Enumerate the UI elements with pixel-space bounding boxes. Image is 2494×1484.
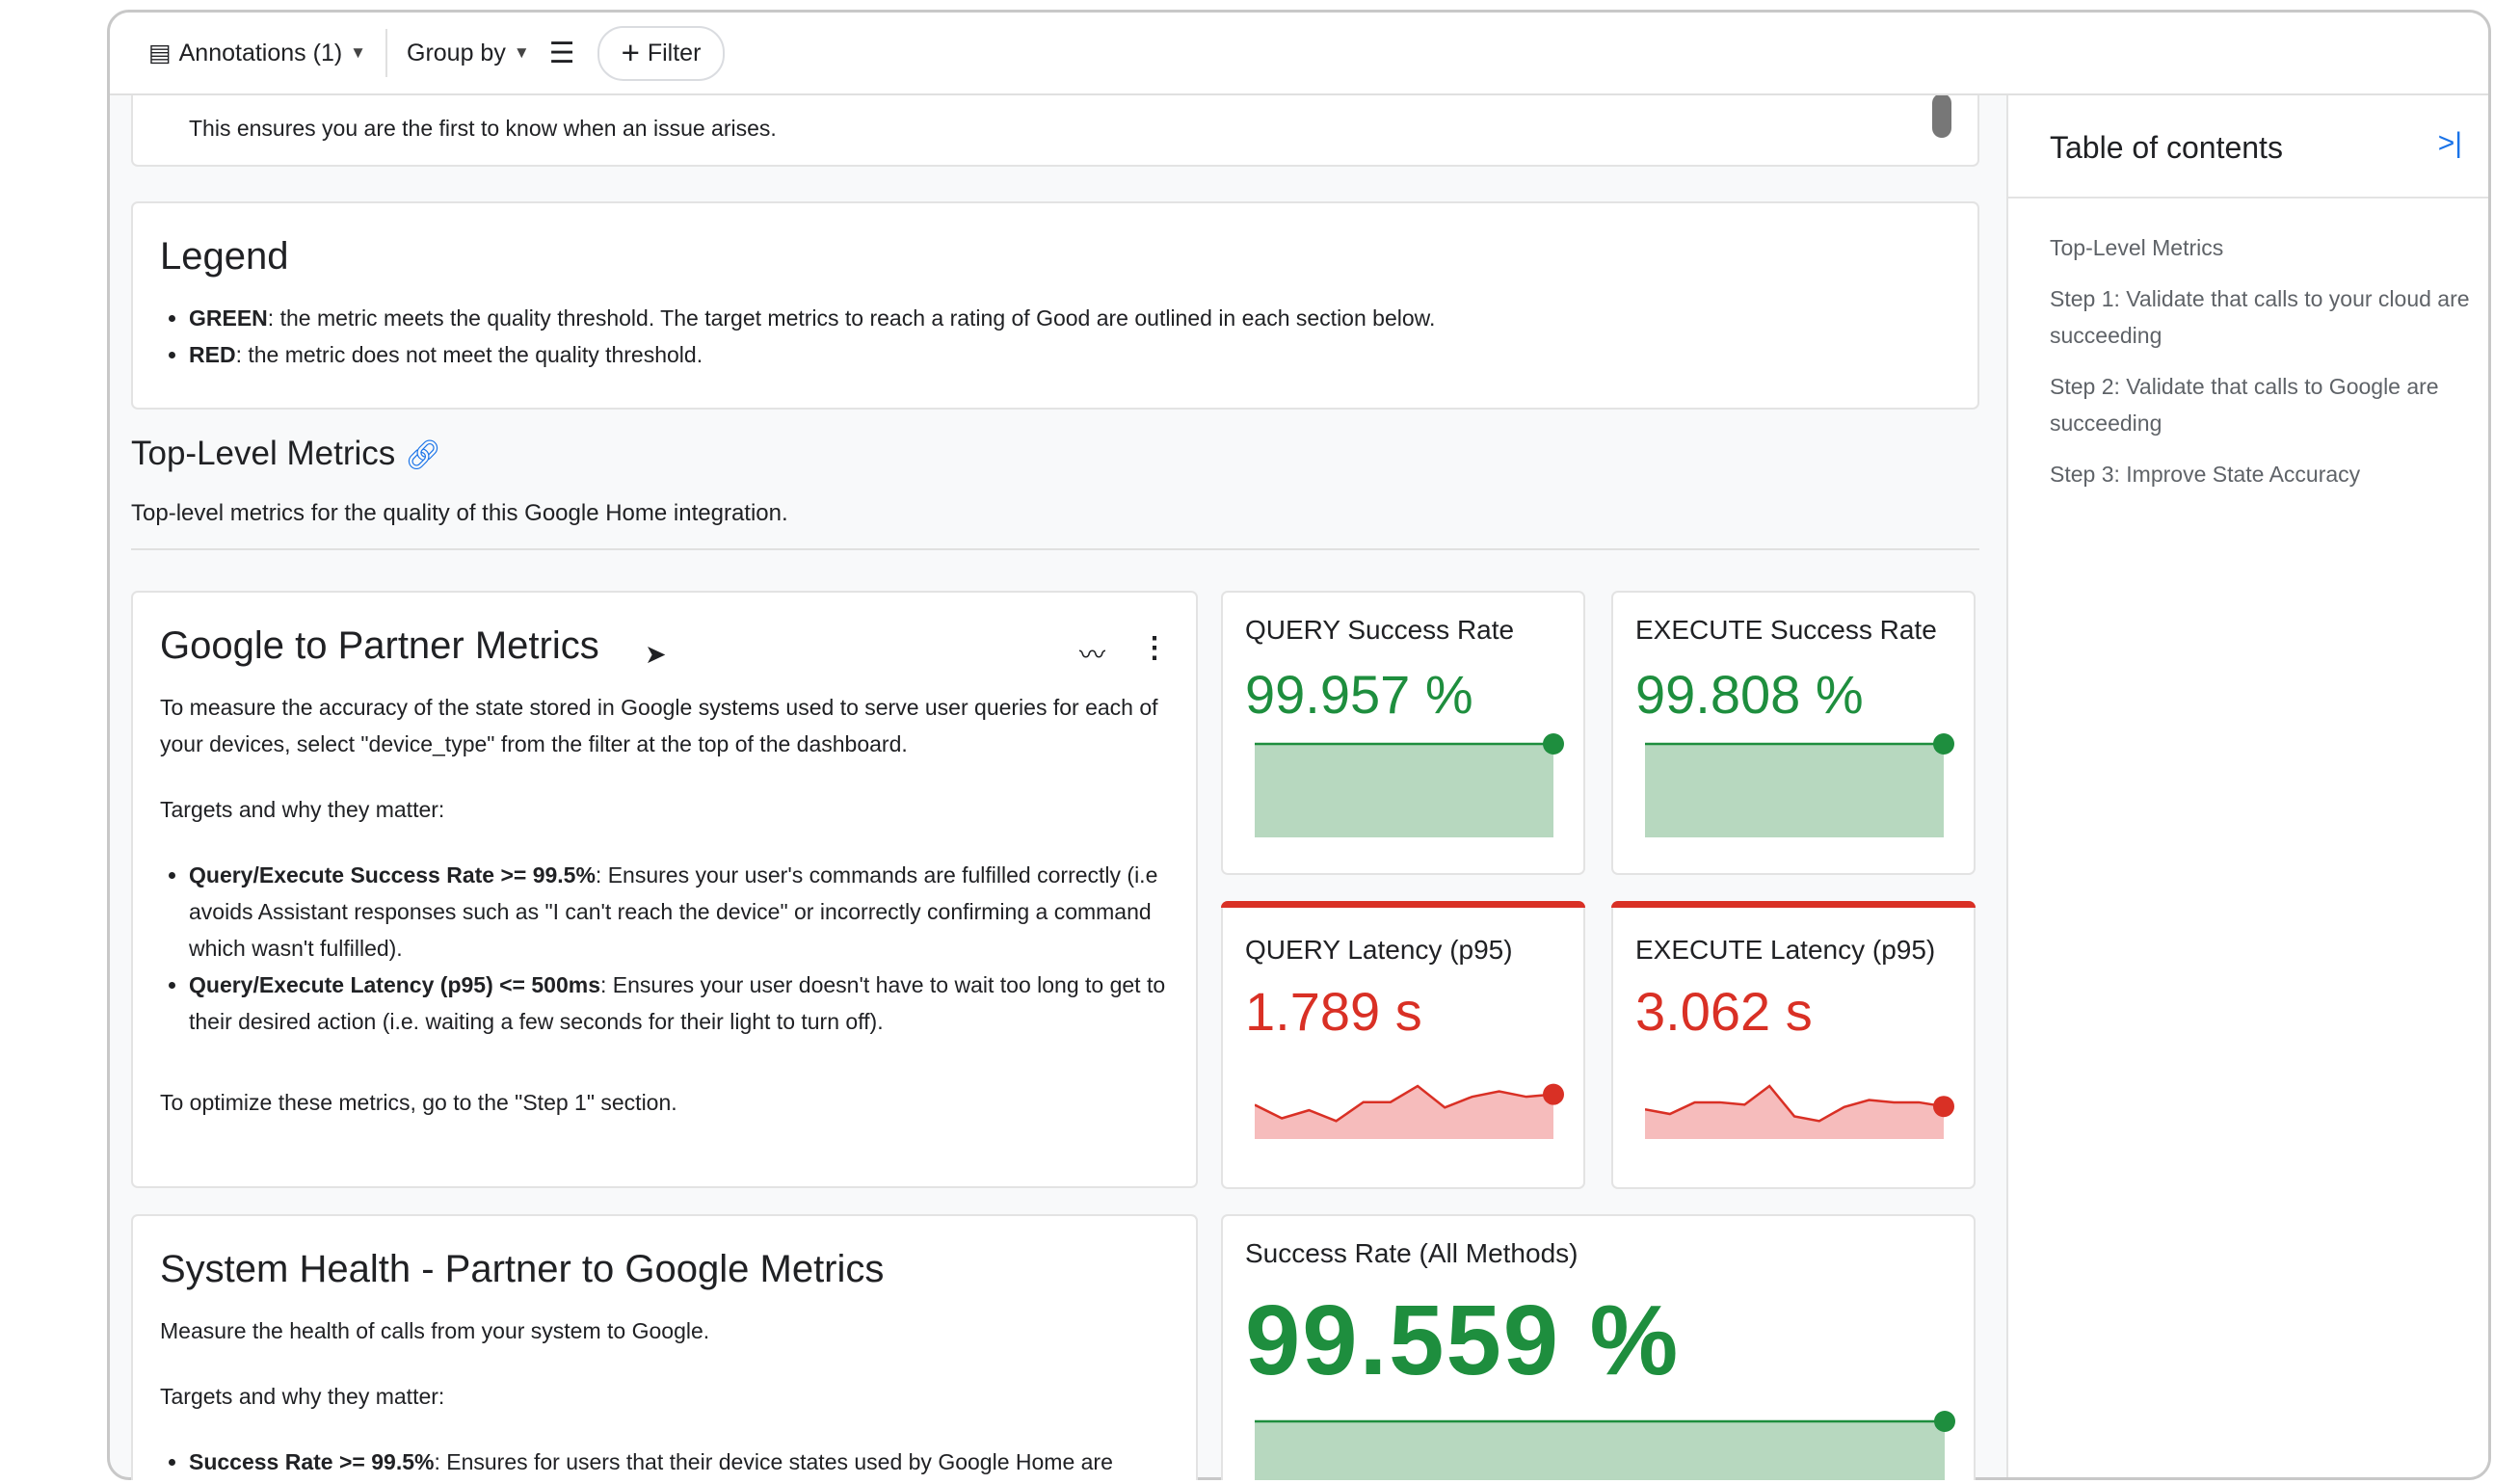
sparkline <box>1255 1083 1564 1139</box>
target-item: Query/Execute Success Rate >= 99.5%: Ens… <box>189 857 1175 967</box>
metric-title: EXECUTE Latency (p95) <box>1635 935 1936 965</box>
target-item: Query/Execute Latency (p95) <= 500ms: En… <box>189 967 1175 1040</box>
sparkline-line <box>1255 1084 1554 1123</box>
sparkline <box>1255 1411 1955 1480</box>
annotations-label: Annotations (1) <box>178 39 343 66</box>
toc-item[interactable]: Step 2: Validate that calls to Google ar… <box>2050 374 2439 436</box>
mouse-cursor-icon: ➤ <box>645 640 667 669</box>
metric-title: Success Rate (All Methods) <box>1245 1238 1579 1268</box>
section-description: Top-level metrics for the quality of thi… <box>131 500 788 526</box>
metric-card-query-success[interactable]: QUERY Success Rate 99.957 % <box>1221 591 1585 875</box>
filter-button[interactable]: + Filter <box>597 25 726 81</box>
divider <box>385 29 387 77</box>
g2p-footer: To optimize these metrics, go to the "St… <box>160 1090 677 1115</box>
sparkline-area <box>1255 744 1553 837</box>
collapse-panel-icon[interactable]: >| <box>2437 127 2462 159</box>
divider <box>2008 197 2488 199</box>
sparkline-latest-point <box>1543 733 1564 755</box>
targets-heading: Targets and why they matter: <box>160 1384 445 1409</box>
group-by-dropdown[interactable]: Group by ▼ <box>397 28 540 79</box>
toc-item[interactable]: Step 3: Improve State Accuracy <box>2050 462 2361 487</box>
divider <box>131 548 1979 550</box>
intro-text: This ensures you are the first to know w… <box>189 116 777 141</box>
metric-card-execute-latency[interactable]: EXECUTE Latency (p95) 3.062 s <box>1611 901 1976 1189</box>
more-options-icon[interactable]: ⋮ <box>1140 632 1169 664</box>
sparkline-area <box>1645 1086 1944 1139</box>
legend-item-red: RED: the metric does not meet the qualit… <box>189 336 1435 373</box>
metric-card-success-all[interactable]: Success Rate (All Methods) 99.559 % <box>1221 1214 1976 1480</box>
sparkline <box>1645 1084 1954 1139</box>
sparkline-area <box>1255 1086 1553 1139</box>
link-icon[interactable]: 🔗︎ <box>405 439 442 471</box>
toc-item[interactable]: Top-Level Metrics <box>2050 235 2224 260</box>
target-item: Success Rate >= 99.5%: Ensures for users… <box>189 1444 1175 1480</box>
metric-value: 1.789 s <box>1245 981 1422 1042</box>
toolbar: ▤ Annotations (1) ▼ Group by ▼ ☰ + Filte… <box>110 13 2488 95</box>
sparkline-latest-point <box>1933 733 1954 755</box>
metric-card-execute-success[interactable]: EXECUTE Success Rate 99.808 % <box>1611 591 1976 875</box>
p2g-card: System Health - Partner to Google Metric… <box>131 1214 1198 1480</box>
sparkline-latest-point <box>1934 1411 1955 1432</box>
dashboard-window: ▤ Annotations (1) ▼ Group by ▼ ☰ + Filte… <box>107 10 2491 1480</box>
sparkline-latest-point <box>1543 1083 1564 1105</box>
legend-title: Legend <box>160 235 289 278</box>
sparkline-line <box>1645 1084 1945 1123</box>
legend-card: Legend GREEN: the metric meets the quali… <box>131 201 1979 410</box>
sort-button[interactable]: ☰ <box>540 28 585 79</box>
sparkline-area <box>1255 1421 1945 1480</box>
metric-value: 99.559 % <box>1245 1285 1681 1395</box>
status-bar <box>1611 901 1976 908</box>
table-of-contents: Table of contents >| Top-Level Metrics S… <box>2006 95 2488 1477</box>
p2g-description: Measure the health of calls from your sy… <box>160 1318 710 1343</box>
targets-heading: Targets and why they matter: <box>160 797 445 822</box>
sparkline <box>1645 733 1954 837</box>
sparkline-latest-point <box>1933 1096 1954 1118</box>
chevron-down-icon: ▼ <box>513 43 530 62</box>
chevron-down-icon: ▼ <box>350 43 366 62</box>
metric-card-query-latency[interactable]: QUERY Latency (p95) 1.789 s <box>1221 901 1585 1189</box>
metric-title: QUERY Latency (p95) <box>1245 935 1513 965</box>
scrollbar[interactable] <box>1932 93 1951 138</box>
p2g-title: System Health - Partner to Google Metric… <box>160 1248 885 1290</box>
metric-title: EXECUTE Success Rate <box>1635 615 1937 645</box>
status-bar <box>1221 901 1585 908</box>
section-title: Top-Level Metrics 🔗︎ <box>131 435 442 472</box>
toc-item[interactable]: Step 1: Validate that calls to your clou… <box>2050 286 2470 348</box>
sort-icon: ☰ <box>548 37 575 69</box>
explore-chart-icon[interactable]: 〰 <box>1079 641 1105 670</box>
annotations-dropdown[interactable]: ▤ Annotations (1) ▼ <box>139 28 376 79</box>
plus-icon: + <box>621 35 640 70</box>
sparkline-area <box>1645 744 1944 837</box>
g2p-title: Google to Partner Metrics <box>160 624 599 667</box>
metric-title: QUERY Success Rate <box>1245 615 1515 645</box>
toc-title: Table of contents <box>2050 130 2283 165</box>
metric-value: 99.957 % <box>1245 664 1473 725</box>
g2p-description: To measure the accuracy of the state sto… <box>160 695 1158 756</box>
metric-value: 3.062 s <box>1635 981 1813 1042</box>
metric-value: 99.808 % <box>1635 664 1864 725</box>
filter-label: Filter <box>647 39 702 66</box>
sparkline <box>1255 733 1564 837</box>
g2p-card: Google to Partner Metrics 〰 ⋮ To measure… <box>131 591 1198 1188</box>
group-by-label: Group by <box>407 39 506 66</box>
legend-item-green: GREEN: the metric meets the quality thre… <box>189 300 1435 336</box>
comment-icon: ▤ <box>148 40 172 66</box>
